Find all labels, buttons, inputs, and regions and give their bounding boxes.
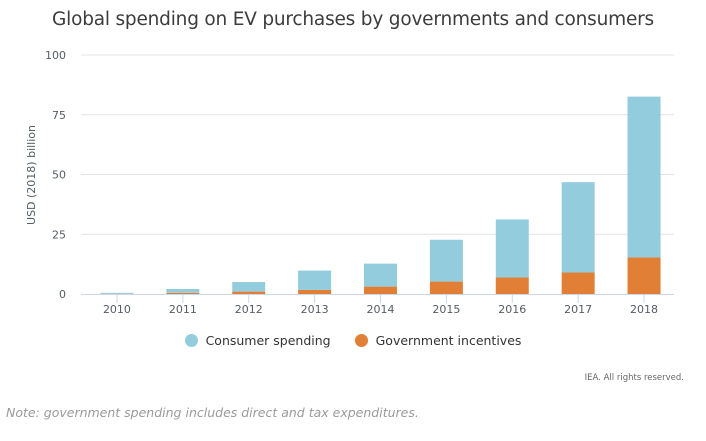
legend-label: Government incentives <box>375 333 522 348</box>
bar-consumer-spending <box>298 270 332 290</box>
x-tick-label: 2013 <box>301 303 329 316</box>
bar-consumer-spending <box>232 282 266 292</box>
y-axis: 0 25 50 75 100 <box>45 49 66 301</box>
x-tick-label: 2015 <box>432 303 460 316</box>
bar-consumer-spending <box>627 96 661 258</box>
x-tick-label: 2012 <box>235 303 263 316</box>
bar-government-incentives <box>232 291 266 294</box>
chart-title: Global spending on EV purchases by gover… <box>52 9 654 30</box>
y-tick-label: 0 <box>59 288 66 301</box>
footnote: Note: government spending includes direc… <box>6 405 419 420</box>
bar-government-incentives <box>166 292 200 294</box>
bar-consumer-spending <box>166 288 200 293</box>
bar-government-incentives <box>495 277 529 294</box>
bar-consumer-spending <box>429 239 463 282</box>
bar-government-incentives <box>429 281 463 294</box>
bar-government-incentives <box>627 257 661 294</box>
bar-consumer-spending <box>495 219 529 278</box>
x-tick-label: 2018 <box>630 303 658 316</box>
legend-marker-government-incentives <box>354 334 368 347</box>
y-tick-label: 75 <box>52 109 66 122</box>
x-tick-label: 2016 <box>498 303 526 316</box>
y-tick-label: 25 <box>52 228 66 241</box>
x-tick-label: 2017 <box>564 303 592 316</box>
bar-chart: 2010 2011 2012 2013 2014 2015 2016 2017 2018 0 25… <box>25 49 674 316</box>
legend: Consumer spending Government incentives <box>0 333 706 348</box>
y-tick-label: 100 <box>45 49 66 62</box>
bar-consumer-spending <box>561 182 595 273</box>
y-axis-title: USD (2018) billion <box>25 125 38 225</box>
bar-government-incentives <box>561 272 595 294</box>
bar-consumer-spending <box>100 292 134 294</box>
x-axis: 2010 2011 2012 2013 2014 2015 2016 2017 2018 <box>81 294 674 316</box>
legend-label: Consumer spending <box>205 333 331 348</box>
bar-consumer-spending <box>364 263 397 287</box>
legend-marker-consumer-spending <box>184 334 198 347</box>
bar-government-incentives <box>298 289 332 294</box>
x-tick-label: 2014 <box>367 303 395 316</box>
x-tick-label: 2010 <box>103 303 131 316</box>
x-tick-label: 2011 <box>169 303 197 316</box>
legend-item-consumer-spending[interactable]: Consumer spending <box>184 333 331 348</box>
y-tick-label: 50 <box>52 169 66 182</box>
bar-government-incentives <box>364 286 397 294</box>
legend-item-government-incentives[interactable]: Government incentives <box>354 333 522 348</box>
bars <box>100 96 661 294</box>
credit-text: IEA. All rights reserved. <box>584 373 684 383</box>
